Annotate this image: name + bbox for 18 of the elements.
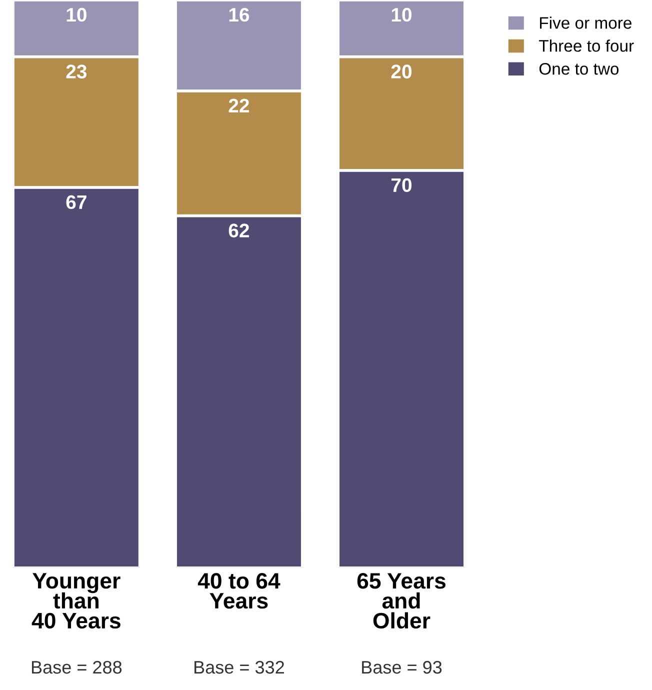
- x-tick-label: Younger than 40 Years: [32, 573, 120, 629]
- data-label: 62: [228, 224, 249, 238]
- legend-label: Three to four: [539, 40, 634, 52]
- legend-label: Five or more: [540, 16, 632, 29]
- text: Base = 288: [32, 660, 122, 674]
- data-label: 22: [228, 98, 249, 112]
- text: Base = 332: [194, 660, 284, 674]
- data-label: 10: [392, 8, 412, 22]
- x-tick-label: 65 Years and Older: [357, 573, 446, 629]
- x-tick-label: 40 to 64 Years: [198, 573, 280, 609]
- data-label: 16: [229, 8, 250, 22]
- data-label: 67: [66, 195, 86, 210]
- data-label: 70: [392, 178, 412, 192]
- data-label: 23: [66, 64, 87, 78]
- data-label: 10: [66, 8, 86, 22]
- legend-label: One to two: [539, 62, 619, 75]
- text: Base = 93: [362, 660, 442, 674]
- data-label: 20: [391, 64, 412, 78]
